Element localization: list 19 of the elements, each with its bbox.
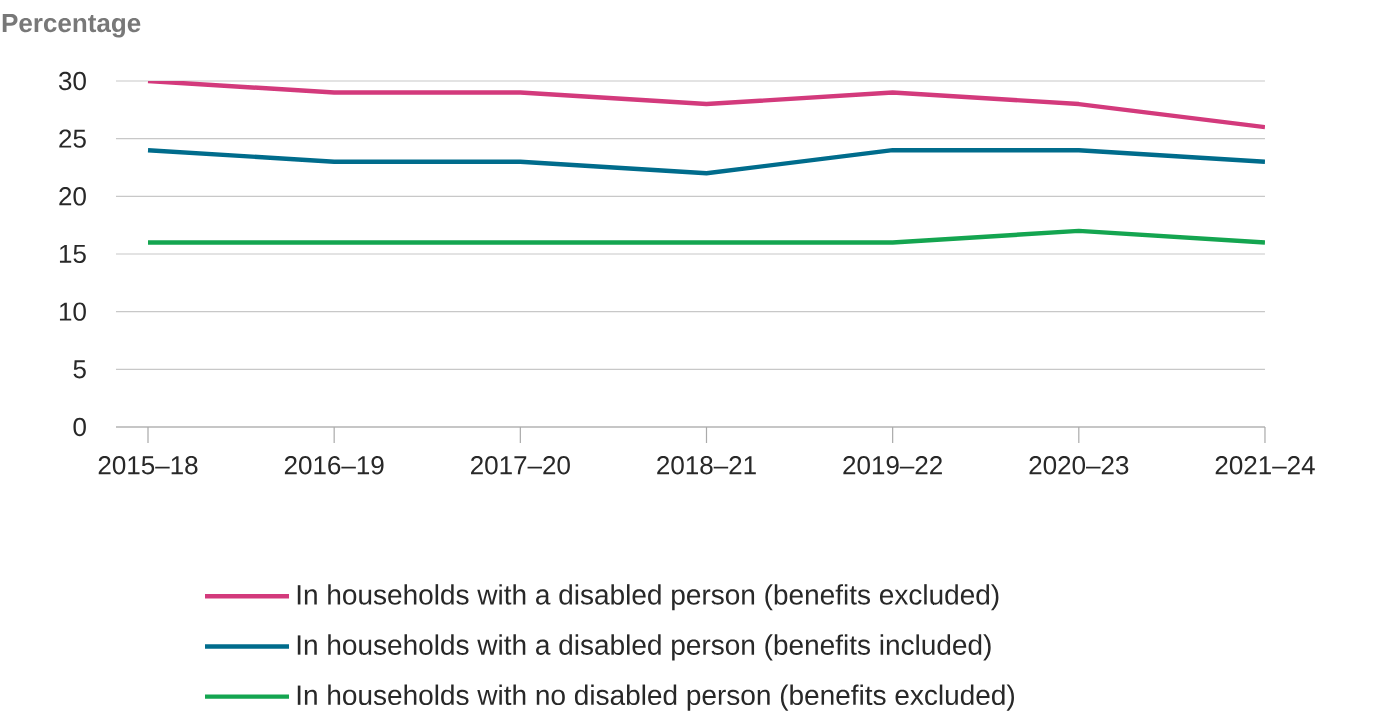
x-tick-label: 2018–21 bbox=[657, 456, 756, 475]
y-tick-label: 15 bbox=[59, 244, 86, 264]
y-tick-label: 25 bbox=[59, 129, 86, 148]
y-tick-label: 20 bbox=[59, 187, 86, 206]
x-tick-label: 2015–18 bbox=[98, 456, 198, 475]
legend-label: In households with no disabled person (benefits excluded) bbox=[297, 684, 1014, 711]
y-tick-label: 10 bbox=[59, 302, 86, 321]
y-axis-title: Percentage bbox=[2, 14, 141, 38]
x-tick-label: 2016–19 bbox=[284, 456, 384, 475]
y-tick-label: 30 bbox=[58, 71, 86, 91]
x-tick-label: 2020–23 bbox=[1029, 456, 1129, 475]
x-tick-label: 2021–24 bbox=[1215, 456, 1315, 475]
line-series bbox=[145, 81, 1265, 130]
legend-label: In households with a disabled person (benefits included) bbox=[297, 634, 991, 661]
x-tick-label: 2017–20 bbox=[471, 456, 570, 475]
x-tick-label: 2019–22 bbox=[843, 456, 942, 475]
y-tick-label: 0 bbox=[73, 417, 86, 437]
y-tick-label: 5 bbox=[73, 360, 86, 379]
legend-label: In households with a disabled person (benefits excluded) bbox=[297, 584, 999, 611]
